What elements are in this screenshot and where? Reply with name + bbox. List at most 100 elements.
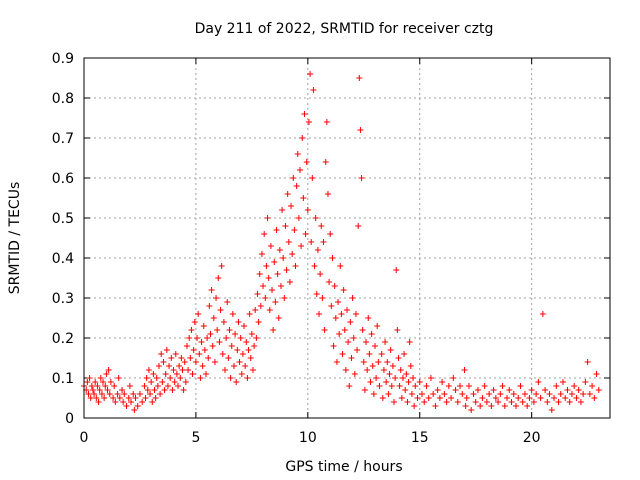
data-point: [194, 335, 201, 341]
data-point: [87, 395, 94, 401]
data-point: [276, 247, 283, 253]
data-point: [265, 275, 272, 281]
data-point: [373, 375, 380, 381]
data-point: [557, 391, 564, 397]
data-point: [251, 343, 258, 349]
data-point: [246, 311, 253, 317]
data-point: [220, 319, 227, 325]
data-point: [126, 383, 133, 389]
data-point: [290, 175, 297, 181]
data-point: [104, 387, 111, 393]
data-point: [296, 167, 303, 173]
data-point: [299, 135, 306, 141]
data-point: [277, 283, 284, 289]
data-point: [434, 387, 441, 393]
data-point: [566, 399, 573, 405]
data-point: [112, 399, 119, 405]
data-point: [495, 399, 502, 405]
data-point: [383, 379, 390, 385]
data-point: [160, 359, 167, 365]
data-point: [216, 339, 223, 345]
data-point: [227, 375, 234, 381]
data-point: [238, 371, 245, 377]
y-tick-label: 0.7: [52, 131, 74, 147]
data-point: [350, 335, 357, 341]
y-tick-label: 0.4: [52, 251, 74, 267]
data-point: [512, 403, 519, 409]
data-point: [506, 387, 513, 393]
x-tick-label: 0: [80, 430, 89, 446]
data-point: [144, 387, 151, 393]
data-point: [209, 343, 216, 349]
data-point: [141, 383, 148, 389]
data-point: [368, 331, 375, 337]
grid-lines: [84, 58, 610, 418]
data-point: [366, 351, 373, 357]
data-point: [376, 383, 383, 389]
data-point: [457, 383, 464, 389]
data-point: [103, 371, 110, 377]
x-tick-label: 15: [411, 430, 429, 446]
data-point: [188, 327, 195, 333]
data-point: [351, 371, 358, 377]
data-point: [247, 355, 254, 361]
data-point: [243, 339, 250, 345]
data-point: [580, 391, 587, 397]
data-point: [301, 111, 308, 117]
data-point: [386, 371, 393, 377]
data-point: [229, 311, 236, 317]
data-point: [189, 371, 196, 377]
data-point: [367, 379, 374, 385]
data-point: [454, 399, 461, 405]
data-point: [311, 263, 318, 269]
data-point: [517, 383, 524, 389]
data-point: [348, 355, 355, 361]
data-point: [537, 395, 544, 401]
data-point: [92, 379, 99, 385]
data-point: [161, 387, 168, 393]
data-point: [530, 399, 537, 405]
data-point: [323, 119, 330, 125]
data-point: [356, 75, 363, 81]
data-point: [481, 383, 488, 389]
data-point: [228, 343, 235, 349]
data-point: [508, 399, 515, 405]
x-tick-label: 5: [191, 430, 200, 446]
data-point: [271, 259, 278, 265]
data-point: [210, 315, 217, 321]
data-point: [305, 119, 312, 125]
data-point: [335, 299, 342, 305]
data-point: [105, 367, 112, 373]
data-point: [196, 351, 203, 357]
data-point: [95, 399, 102, 405]
data-point: [418, 391, 425, 397]
data-point: [345, 339, 352, 345]
data-point: [392, 375, 399, 381]
data-point: [539, 311, 546, 317]
data-point: [222, 367, 229, 373]
data-point: [224, 299, 231, 305]
data-point: [359, 327, 366, 333]
data-point: [445, 383, 452, 389]
data-point: [553, 383, 560, 389]
data-point: [218, 263, 225, 269]
data-point: [88, 383, 95, 389]
data-point: [401, 351, 408, 357]
data-point: [308, 239, 315, 245]
data-point: [533, 391, 540, 397]
data-point: [559, 379, 566, 385]
data-point: [357, 127, 364, 133]
data-point: [407, 363, 414, 369]
data-point: [327, 231, 334, 237]
data-point: [551, 395, 558, 401]
data-point: [159, 379, 166, 385]
data-point: [230, 363, 237, 369]
y-tick-label: 0.3: [52, 291, 74, 307]
data-point: [318, 223, 325, 229]
data-point: [148, 379, 155, 385]
data-point: [479, 395, 486, 401]
data-point: [215, 275, 222, 281]
data-point: [223, 335, 230, 341]
data-point: [180, 387, 187, 393]
